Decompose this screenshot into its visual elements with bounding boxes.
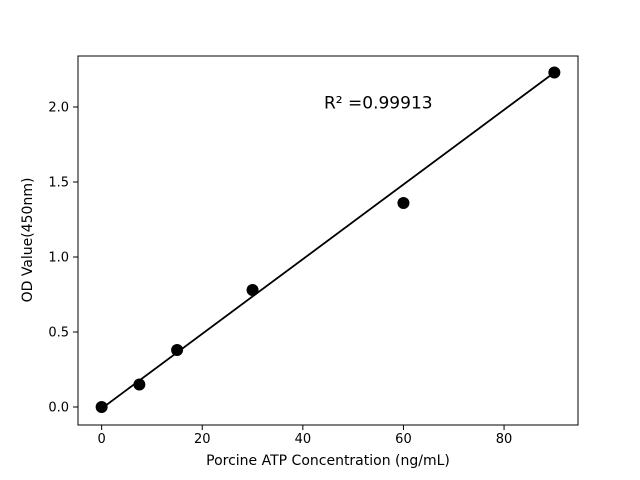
x-axis-label: Porcine ATP Concentration (ng/mL) bbox=[206, 453, 450, 469]
data-point bbox=[246, 284, 259, 296]
plot-area bbox=[77, 55, 579, 426]
y-tick-label: 2.0 bbox=[48, 101, 69, 116]
y-axis-label: OD Value(450nm) bbox=[20, 178, 36, 303]
y-tick-label: 1.0 bbox=[48, 251, 69, 266]
y-tick-label: 0.5 bbox=[48, 326, 69, 341]
y-tick-label: 0.0 bbox=[48, 401, 69, 416]
y-axis-ticks: 0.0 0.5 1.0 1.5 2.0 bbox=[48, 101, 78, 416]
data-point bbox=[548, 66, 561, 79]
x-axis-ticks: 0 20 40 60 80 bbox=[98, 425, 513, 447]
r-squared-annotation: R² =0.99913 bbox=[324, 94, 433, 114]
data-point bbox=[133, 378, 146, 391]
x-tick-label: 20 bbox=[194, 432, 211, 447]
data-point bbox=[95, 401, 108, 413]
y-tick-label: 1.5 bbox=[48, 176, 69, 191]
x-tick-label: 0 bbox=[98, 432, 106, 447]
data-point bbox=[171, 344, 184, 356]
data-points bbox=[95, 66, 561, 413]
x-tick-label: 80 bbox=[496, 432, 513, 447]
data-point bbox=[397, 197, 410, 209]
fit-line bbox=[100, 71, 556, 410]
x-tick-label: 40 bbox=[295, 432, 312, 447]
x-tick-label: 60 bbox=[395, 432, 412, 447]
